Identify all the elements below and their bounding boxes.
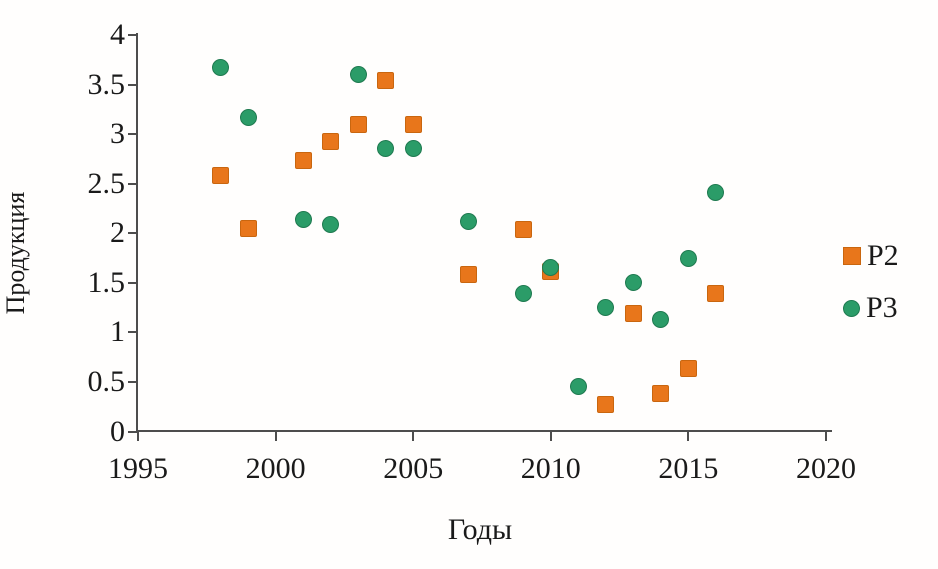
legend-item-p3: P3 bbox=[843, 292, 899, 324]
y-tick bbox=[128, 34, 137, 36]
data-point-p3 bbox=[514, 285, 532, 303]
y-tick bbox=[128, 281, 137, 284]
x-axis-line bbox=[136, 430, 832, 432]
y-tick bbox=[128, 430, 137, 433]
y-tick bbox=[128, 133, 137, 136]
x-tick bbox=[137, 432, 139, 441]
y-tick-label: 0.5 bbox=[87, 364, 126, 398]
x-tick-label: 2010 bbox=[520, 452, 581, 485]
data-point-p3 bbox=[707, 184, 725, 202]
data-point-p2 bbox=[624, 305, 642, 323]
y-tick bbox=[128, 83, 137, 86]
y-tick-label: 0 bbox=[110, 414, 125, 448]
data-point-p3 bbox=[597, 299, 615, 317]
y-tick-label: 2 bbox=[110, 216, 125, 250]
y-tick-label: 3 bbox=[110, 117, 125, 151]
data-point-p2 bbox=[349, 115, 367, 133]
data-point-p2 bbox=[239, 219, 257, 237]
data-point-p2 bbox=[459, 266, 477, 284]
y-tick-label: 1.5 bbox=[87, 265, 126, 299]
y-tick bbox=[128, 182, 137, 185]
legend-circle-icon bbox=[843, 299, 860, 317]
data-point-p2 bbox=[212, 167, 230, 185]
y-axis-line bbox=[136, 33, 138, 433]
data-point-p3 bbox=[377, 139, 395, 157]
data-point-p3 bbox=[569, 378, 587, 396]
legend-label: P3 bbox=[866, 291, 898, 324]
x-tick bbox=[412, 432, 415, 441]
data-point-p2 bbox=[404, 115, 422, 133]
data-point-p2 bbox=[707, 285, 725, 303]
data-point-p3 bbox=[294, 210, 312, 228]
data-point-p2 bbox=[597, 396, 615, 414]
data-point-p2 bbox=[652, 385, 670, 403]
data-point-p2 bbox=[377, 72, 395, 90]
data-point-p3 bbox=[624, 274, 642, 292]
data-point-p3 bbox=[239, 108, 257, 126]
y-axis-title: Продукция bbox=[1, 191, 30, 315]
legend-square-icon bbox=[843, 247, 861, 265]
legend: P2 P3 bbox=[843, 240, 899, 344]
x-tick bbox=[687, 432, 690, 441]
x-tick-label: 1995 bbox=[108, 452, 168, 485]
y-tick-label: 4 bbox=[110, 18, 125, 51]
y-tick-label: 1 bbox=[110, 315, 125, 349]
y-tick-label: 3.5 bbox=[87, 67, 126, 101]
x-tick-label: 2000 bbox=[245, 452, 306, 485]
x-tick bbox=[274, 432, 277, 441]
data-point-p2 bbox=[514, 220, 532, 238]
x-tick bbox=[825, 432, 827, 441]
legend-item-p2: P2 bbox=[843, 240, 899, 272]
y-tick bbox=[128, 232, 137, 235]
x-tick-label: 2015 bbox=[658, 452, 719, 485]
legend-label: P2 bbox=[867, 239, 899, 272]
data-point-p3 bbox=[212, 59, 230, 77]
data-point-p3 bbox=[679, 249, 697, 267]
data-point-p2 bbox=[294, 152, 312, 170]
y-tick-label: 2.5 bbox=[87, 166, 126, 200]
data-point-p3 bbox=[652, 310, 670, 328]
y-tick bbox=[128, 331, 137, 334]
data-point-p3 bbox=[459, 212, 477, 230]
data-point-p2 bbox=[322, 132, 340, 150]
y-tick bbox=[128, 380, 137, 383]
data-point-p3 bbox=[349, 66, 367, 84]
x-axis-title: Годы bbox=[447, 513, 513, 546]
data-point-p3 bbox=[542, 259, 560, 277]
data-point-p3 bbox=[322, 215, 340, 233]
x-tick-label: 2005 bbox=[383, 452, 444, 485]
data-point-p3 bbox=[404, 139, 422, 157]
x-tick bbox=[549, 432, 552, 441]
data-point-p2 bbox=[679, 359, 697, 377]
x-tick-label: 2020 bbox=[796, 452, 856, 485]
